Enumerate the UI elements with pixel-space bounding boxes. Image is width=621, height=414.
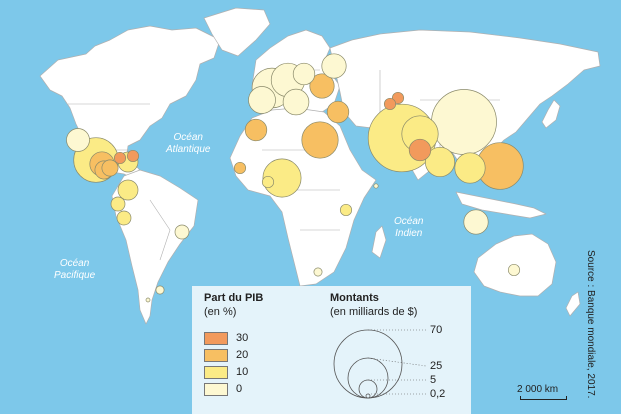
ocean-label-indian: Océan Indien <box>394 216 424 239</box>
legend-class-label: 30 <box>236 332 249 344</box>
legend: Part du PIB (en %) 30 20 10 0 Montants (… <box>192 286 471 414</box>
legend-circle-0-2 <box>365 393 371 399</box>
remittance-symbol <box>145 297 151 303</box>
legend-circle-70 <box>333 329 403 399</box>
remittance-symbol <box>126 149 140 163</box>
ocean-label-atlantic: Océan Atlantique <box>166 132 211 155</box>
legend-amount-label: 5 <box>430 374 437 386</box>
remittance-symbol <box>373 183 379 189</box>
remittance-symbol <box>101 159 119 177</box>
remittance-symbol <box>248 86 276 114</box>
remittance-symbol <box>339 203 353 217</box>
remittance-symbol <box>507 263 521 277</box>
remittance-symbol <box>321 53 347 79</box>
legend-amount-label: 0,2 <box>430 388 446 400</box>
remittance-symbol <box>116 210 132 226</box>
remittance-symbol <box>424 146 456 178</box>
legend-size-circles <box>333 329 427 399</box>
legend-class-label: 20 <box>236 349 249 361</box>
legend-amount-label: 25 <box>430 360 443 372</box>
scale-bar <box>520 396 567 400</box>
remittance-symbol <box>110 196 126 212</box>
remittance-symbol <box>408 138 432 162</box>
landmass-africa <box>229 107 377 287</box>
ocean-label-pacific-sw: Océan Pacifique <box>54 258 96 281</box>
remittance-symbol <box>309 73 335 99</box>
remittance-symbol <box>301 121 339 159</box>
legend-class-label: 0 <box>236 383 243 395</box>
ocean-label-pacific-ne: Océan Pacifique <box>530 60 572 83</box>
legend-circle-25 <box>347 357 389 399</box>
legend-amount-title: Montants <box>330 292 379 304</box>
remittance-symbol <box>155 285 165 295</box>
remittance-symbol <box>261 175 275 189</box>
landmass-new-zealand <box>565 291 581 317</box>
remittance-symbols <box>66 53 524 303</box>
legend-swatch-20 <box>204 349 228 362</box>
landmass-south-america <box>111 169 199 325</box>
remittance-symbol <box>326 100 350 124</box>
remittance-symbol <box>244 118 268 142</box>
remittance-symbol <box>454 152 486 184</box>
legend-amount-unit: (en milliards de $) <box>330 306 418 318</box>
legend-swatch-10 <box>204 366 228 379</box>
source-note: Source : Banque mondiale, 2017. <box>585 250 596 399</box>
landmass-madagascar <box>371 225 387 259</box>
remittance-symbol <box>292 62 316 86</box>
remittance-symbol <box>117 179 139 201</box>
remittance-symbol <box>463 209 489 235</box>
legend-swatch-30 <box>204 332 228 345</box>
remittance-symbol <box>262 158 302 198</box>
landmass-greenland <box>203 7 271 57</box>
remittance-symbol <box>113 151 127 165</box>
legend-swatch-0 <box>204 383 228 396</box>
landmass-japan <box>541 99 561 129</box>
remittance-symbol <box>66 128 90 152</box>
legend-circle-5 <box>358 379 378 399</box>
remittance-symbol <box>383 97 397 111</box>
legend-share-unit: (en %) <box>204 306 237 318</box>
landmass-indonesia <box>455 191 547 219</box>
remittance-symbol <box>282 88 310 116</box>
remittance-symbol <box>431 89 497 155</box>
scale-label: 2 000 km <box>517 384 559 395</box>
remittance-symbol <box>174 224 190 240</box>
remittance-symbol <box>233 161 247 175</box>
legend-class-label: 10 <box>236 366 249 378</box>
remittance-symbol <box>313 267 323 277</box>
legend-amount-label: 70 <box>430 324 443 336</box>
legend-share-title: Part du PIB <box>204 292 264 304</box>
